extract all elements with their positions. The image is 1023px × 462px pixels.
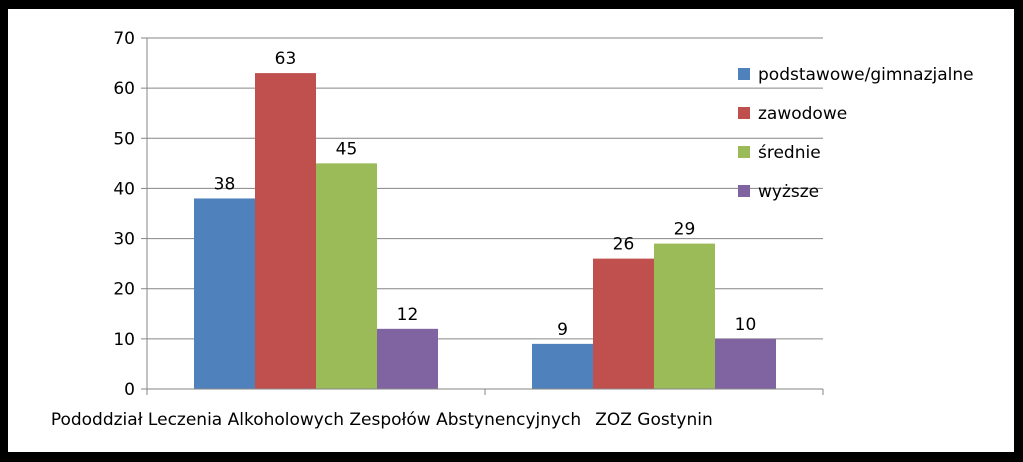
chart-frame: 0 10 20 30 40 50 60 70 Pododdział Leczenia Alkoh… bbox=[8, 9, 1014, 452]
legend-swatch bbox=[738, 68, 750, 80]
bar bbox=[715, 338, 776, 389]
legend-swatch bbox=[738, 185, 750, 197]
bar bbox=[532, 343, 593, 389]
legend-label: zawodowe bbox=[758, 104, 847, 124]
y-tick-label: 60 bbox=[113, 79, 135, 99]
data-label: 12 bbox=[397, 305, 419, 325]
y-tick-label: 70 bbox=[113, 29, 135, 49]
data-label: 38 bbox=[214, 174, 236, 194]
y-tick-label: 20 bbox=[113, 280, 135, 300]
y-tick-label: 10 bbox=[113, 330, 135, 350]
data-label: 29 bbox=[674, 220, 696, 240]
data-label: 10 bbox=[735, 315, 757, 335]
legend-swatch bbox=[738, 146, 750, 158]
x-category-label: Pododdział Leczenia Alkoholowych Zespołó… bbox=[51, 410, 581, 430]
legend-swatch bbox=[738, 107, 750, 119]
y-tick-label: 30 bbox=[113, 230, 135, 250]
y-tick-label: 0 bbox=[124, 380, 135, 400]
data-labels: 38 63 45 12 9 26 29 10 bbox=[214, 49, 757, 340]
y-tick-label: 40 bbox=[113, 179, 135, 199]
y-tick-label: 50 bbox=[113, 129, 135, 149]
legend-label: podstawowe/gimnazjalne bbox=[758, 65, 974, 85]
x-category-label: ZOZ Gostynin bbox=[595, 410, 713, 430]
axes: 0 10 20 30 40 50 60 70 Pododdział Leczenia Alkoh… bbox=[51, 29, 824, 430]
legend: podstawowe/gimnazjalne zawodowe średnie wyż… bbox=[738, 65, 974, 202]
bar bbox=[593, 258, 654, 389]
bar bbox=[316, 163, 377, 389]
data-label: 9 bbox=[557, 320, 568, 340]
data-label: 26 bbox=[613, 235, 635, 255]
bar bbox=[255, 73, 316, 389]
bar bbox=[654, 243, 715, 389]
bar-chart: 0 10 20 30 40 50 60 70 Pododdział Leczenia Alkoh… bbox=[51, 29, 974, 430]
legend-label: wyższe bbox=[758, 182, 819, 202]
legend-label: średnie bbox=[758, 143, 821, 163]
data-label: 63 bbox=[275, 49, 297, 69]
bar bbox=[377, 328, 438, 389]
bars bbox=[194, 73, 776, 389]
bar bbox=[194, 198, 255, 389]
data-label: 45 bbox=[336, 139, 358, 159]
